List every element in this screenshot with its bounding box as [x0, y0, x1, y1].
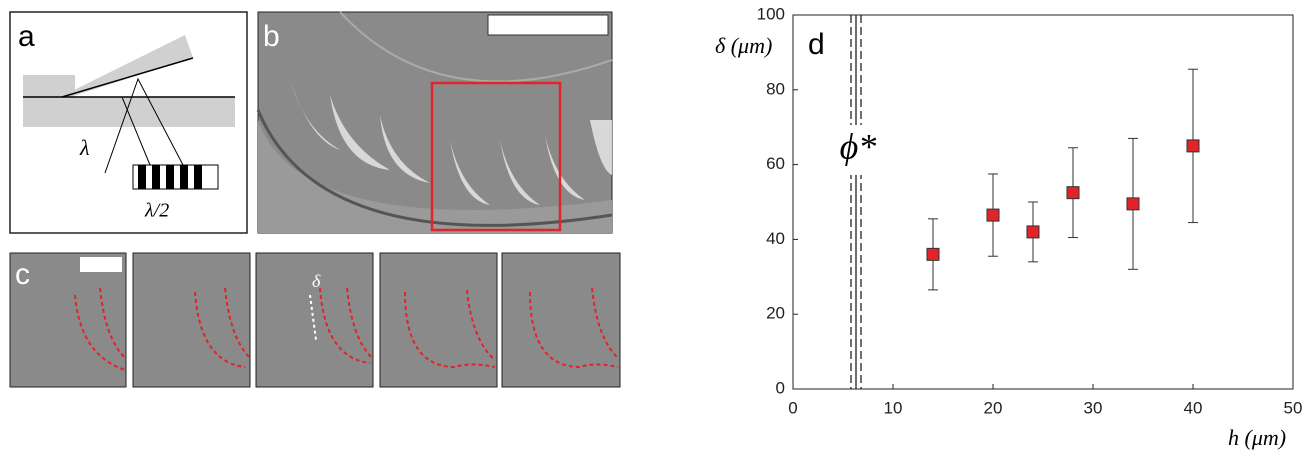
- panel-label: c: [15, 258, 30, 291]
- plot-frame: [792, 14, 1294, 390]
- panel-label: a: [18, 20, 35, 53]
- y-axis-title: δ (μm): [715, 33, 772, 58]
- annotation-bg: [838, 125, 893, 175]
- y-tick-label: 80: [766, 79, 785, 98]
- delta-label: δ: [312, 271, 321, 291]
- y-tick-label: 100: [757, 4, 785, 23]
- panel-c: c δ: [9, 252, 621, 388]
- panel-a: a λ λ/2: [9, 11, 248, 234]
- x-tick-label: 50: [1284, 398, 1303, 417]
- panel-label: b: [263, 20, 280, 53]
- point: [986, 208, 1000, 222]
- chart-d: 0 10 20 30 40 50 0 20 40 60 80 100 ϕ* d δ (μm) h (μm): [715, 4, 1302, 450]
- x-tick-label: 30: [1084, 398, 1103, 417]
- y-tick-label: 60: [766, 154, 785, 173]
- x-tick-label: 20: [984, 398, 1003, 417]
- point: [1066, 186, 1080, 200]
- x-tick-label: 10: [884, 398, 903, 417]
- point: [1026, 225, 1040, 239]
- x-axis-title: h (μm): [1228, 425, 1286, 450]
- y-tick-label: 20: [766, 304, 785, 323]
- wavelength-label: λ: [79, 135, 90, 160]
- half-wavelength-label: λ/2: [144, 200, 169, 222]
- panel-b: b: [256, 11, 613, 234]
- x-tick-label: 40: [1184, 398, 1203, 417]
- y-tick-label: 40: [766, 229, 785, 248]
- panel-label: d: [808, 28, 825, 61]
- point: [926, 247, 940, 261]
- point: [1186, 139, 1200, 153]
- y-tick-label: 0: [776, 378, 785, 397]
- grating: [132, 164, 219, 190]
- point: [1126, 197, 1140, 211]
- annotation: ϕ*: [840, 126, 877, 166]
- x-tick-label: 0: [788, 398, 797, 417]
